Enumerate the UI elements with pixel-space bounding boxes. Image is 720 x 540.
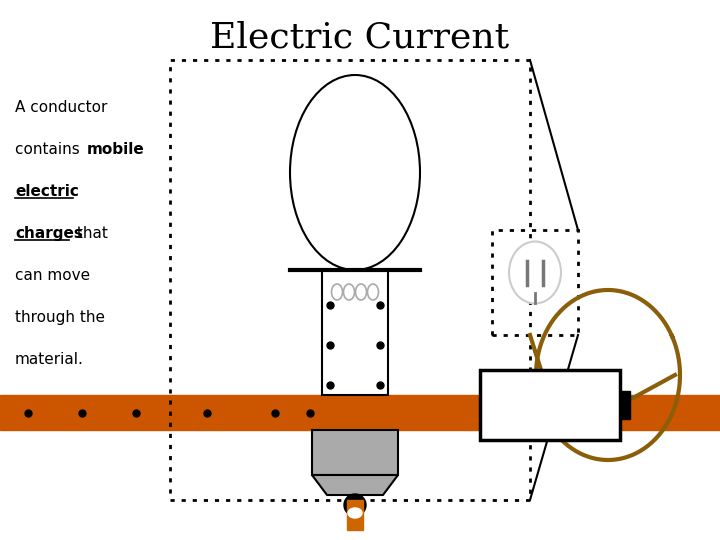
Text: can move: can move bbox=[15, 268, 90, 283]
Text: electric: electric bbox=[15, 184, 79, 199]
Bar bbox=[480, 370, 620, 440]
Text: Electric Current: Electric Current bbox=[210, 21, 510, 55]
Text: material.: material. bbox=[15, 352, 84, 367]
Text: charges: charges bbox=[15, 226, 83, 241]
Text: mobile: mobile bbox=[87, 142, 145, 157]
Bar bbox=[322, 270, 388, 395]
Bar bbox=[312, 430, 398, 475]
Text: that: that bbox=[72, 226, 108, 241]
Ellipse shape bbox=[348, 508, 362, 518]
Text: through the: through the bbox=[15, 310, 105, 325]
Bar bbox=[620, 391, 630, 419]
Polygon shape bbox=[312, 475, 398, 495]
Ellipse shape bbox=[344, 494, 366, 516]
Text: contains: contains bbox=[15, 142, 85, 157]
Ellipse shape bbox=[509, 241, 561, 303]
Bar bbox=[347, 500, 363, 530]
Text: A conductor: A conductor bbox=[15, 100, 107, 115]
Bar bbox=[0, 395, 720, 430]
